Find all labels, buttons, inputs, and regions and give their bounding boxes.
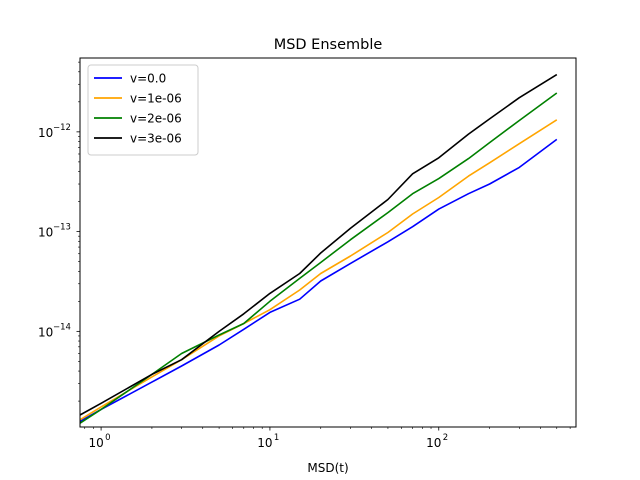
chart-title: MSD Ensemble	[274, 37, 383, 53]
y-tick-exponent: −14	[53, 322, 71, 332]
y-tick-exponent: −13	[53, 223, 71, 233]
plot-frame	[79, 57, 577, 428]
series-line-0	[79, 138, 558, 423]
legend-label-2: v=2e-06	[130, 112, 182, 126]
y-tick-label: 10	[38, 226, 53, 240]
x-tick-exponent: 1	[274, 433, 279, 443]
legend-label-0: v=0.0	[130, 72, 166, 86]
y-tick-label: 10	[38, 325, 53, 339]
x-tick-label: 10	[257, 436, 272, 450]
x-tick-label: 10	[426, 436, 441, 450]
x-tick-exponent: 0	[105, 433, 110, 443]
y-tick-label: 10	[38, 126, 53, 140]
legend-label-1: v=1e-06	[130, 92, 182, 106]
x-tick-exponent: 2	[443, 433, 448, 443]
x-axis-label: MSD(t)	[307, 461, 348, 475]
legend: v=0.0 v=1e-06 v=2e-06 v=3e-06	[87, 64, 199, 156]
y-tick-exponent: −12	[53, 123, 71, 133]
x-axis-ticks: 10 0 10 1 10 2	[84, 427, 571, 450]
series-line-2	[79, 92, 558, 424]
x-tick-label: 10	[88, 436, 103, 450]
series-line-3	[79, 73, 558, 416]
legend-label-3: v=3e-06	[130, 132, 182, 146]
series-layer	[79, 73, 558, 424]
legend-box	[87, 64, 199, 156]
